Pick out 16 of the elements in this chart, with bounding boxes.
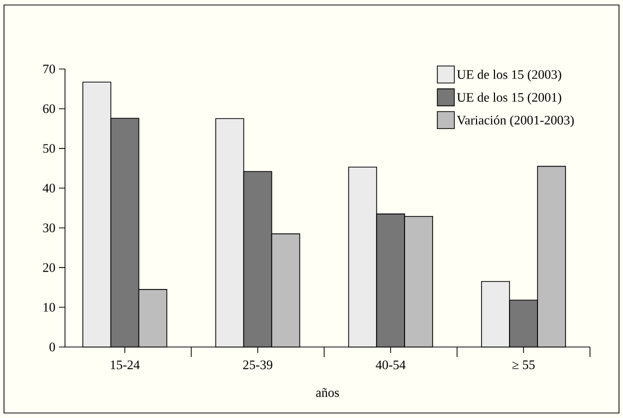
y-tick-label: 10 bbox=[44, 302, 55, 312]
x-tick-label: 25-39 bbox=[243, 360, 272, 370]
y-tick-label: 40 bbox=[42, 184, 55, 193]
legend-label: UE de los 15 (2001) bbox=[456, 92, 562, 104]
y-tick-label: 0 bbox=[50, 342, 55, 352]
x-tick-label: ≥ 55 bbox=[512, 360, 535, 370]
y-tick-label: 20 bbox=[43, 263, 55, 272]
legend-label: UE de los 15 (2003) bbox=[456, 70, 562, 82]
x-tick-label: 15-24 bbox=[110, 360, 140, 370]
y-tick-label: 60 bbox=[43, 104, 55, 114]
legend-label: Variación (2001-2003) bbox=[456, 115, 574, 128]
y-tick-label: 30 bbox=[43, 223, 55, 232]
x-axis-title: años bbox=[316, 388, 339, 397]
y-tick-label: 70 bbox=[43, 64, 55, 74]
y-tick-label: 50 bbox=[43, 144, 55, 153]
x-tick-label: 40-54 bbox=[376, 360, 406, 370]
